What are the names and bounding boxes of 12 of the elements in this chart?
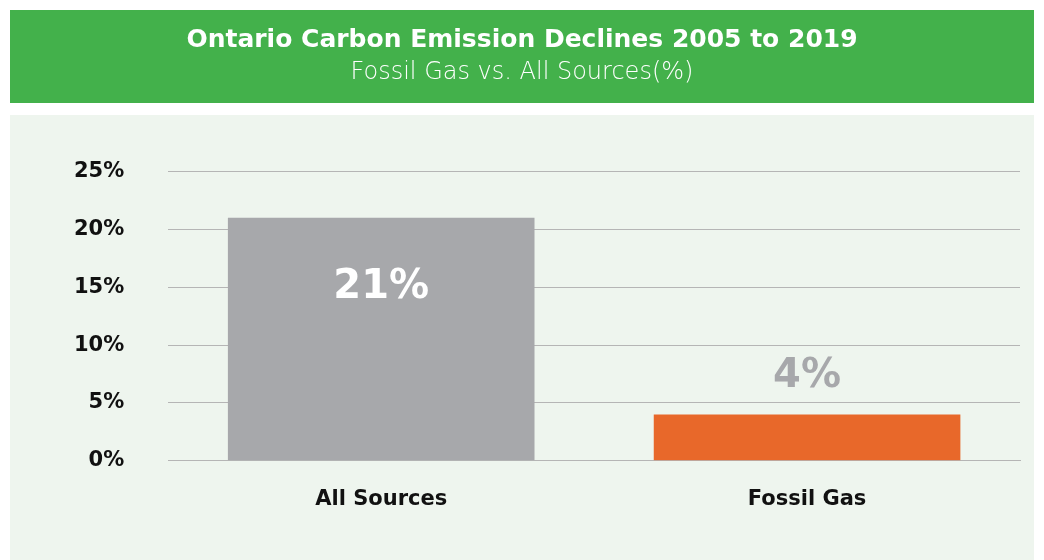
y-tick-label: 0% [88,447,125,472]
y-tick-label: 20% [74,215,125,240]
x-tick-label: All Sources [315,485,448,510]
y-tick-label: 10% [74,331,125,356]
y-tick-label: 15% [74,273,125,298]
y-tick-label: 25% [74,158,125,183]
chart-title: Ontario Carbon Emission Declines 2005 to 2019 [185,24,859,53]
data-label: 4% [773,349,842,396]
y-tick-label: 5% [88,389,125,414]
chart-subtitle: Fossil Gas vs. All Sources(%) [349,57,695,85]
data-label: 21% [333,261,430,308]
x-tick-label: Fossil Gas [747,485,867,510]
